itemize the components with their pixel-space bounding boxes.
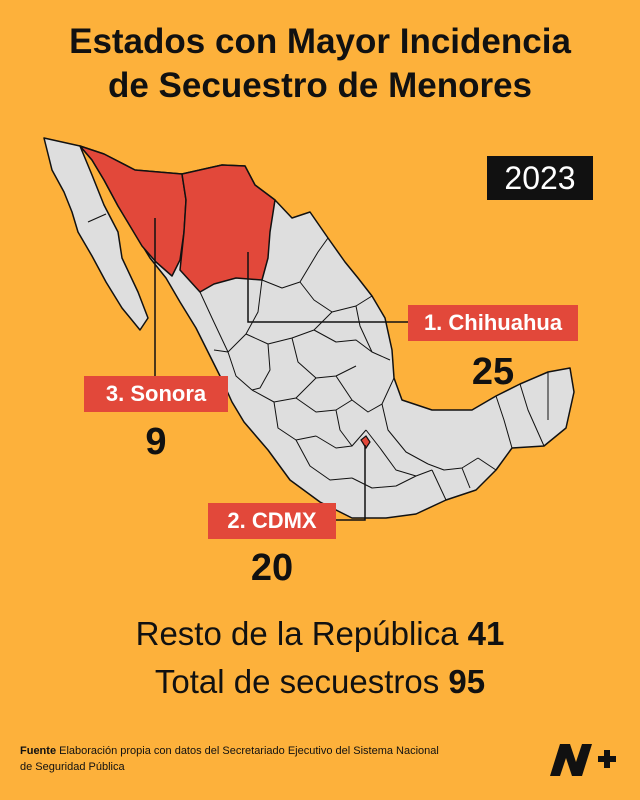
title-line-2: de Secuestro de Menores — [107, 66, 533, 105]
state-borders — [199, 237, 549, 501]
source-note: Fuente Elaboración propia con datos del … — [20, 743, 440, 775]
title-line-1: Estados con Mayor Incidencia — [69, 22, 571, 61]
year-badge: 2023 — [487, 156, 593, 200]
source-label: Fuente — [20, 745, 57, 757]
rest-of-republic-line: Resto de la República 41 — [0, 614, 640, 654]
cdmx-label: 2. CDMX — [208, 503, 336, 539]
total-label: Total de secuestros — [154, 663, 440, 700]
cdmx-leader-line — [335, 445, 366, 521]
baja-california-shape — [43, 137, 149, 331]
infographic-title: Estados con Mayor Incidencia de Secuestr… — [0, 20, 640, 108]
sonora-value: 9 — [145, 421, 167, 463]
chihuahua-state — [179, 164, 276, 293]
chihuahua-leader-line — [247, 252, 408, 323]
sonora-state — [79, 145, 187, 277]
source-text: Elaboración propia con datos del Secreta… — [20, 745, 439, 773]
rest-label: Resto de la República — [135, 615, 459, 652]
sonora-label: 3. Sonora — [84, 376, 228, 412]
total-line: Total de secuestros 95 — [0, 662, 640, 702]
chihuahua-value: 25 — [471, 351, 515, 393]
chihuahua-label: 1. Chihuahua — [408, 305, 578, 341]
cdmx-value: 20 — [250, 547, 294, 589]
n-plus-logo-icon — [550, 744, 616, 776]
rest-value: 41 — [467, 615, 505, 652]
total-value: 95 — [448, 663, 486, 700]
